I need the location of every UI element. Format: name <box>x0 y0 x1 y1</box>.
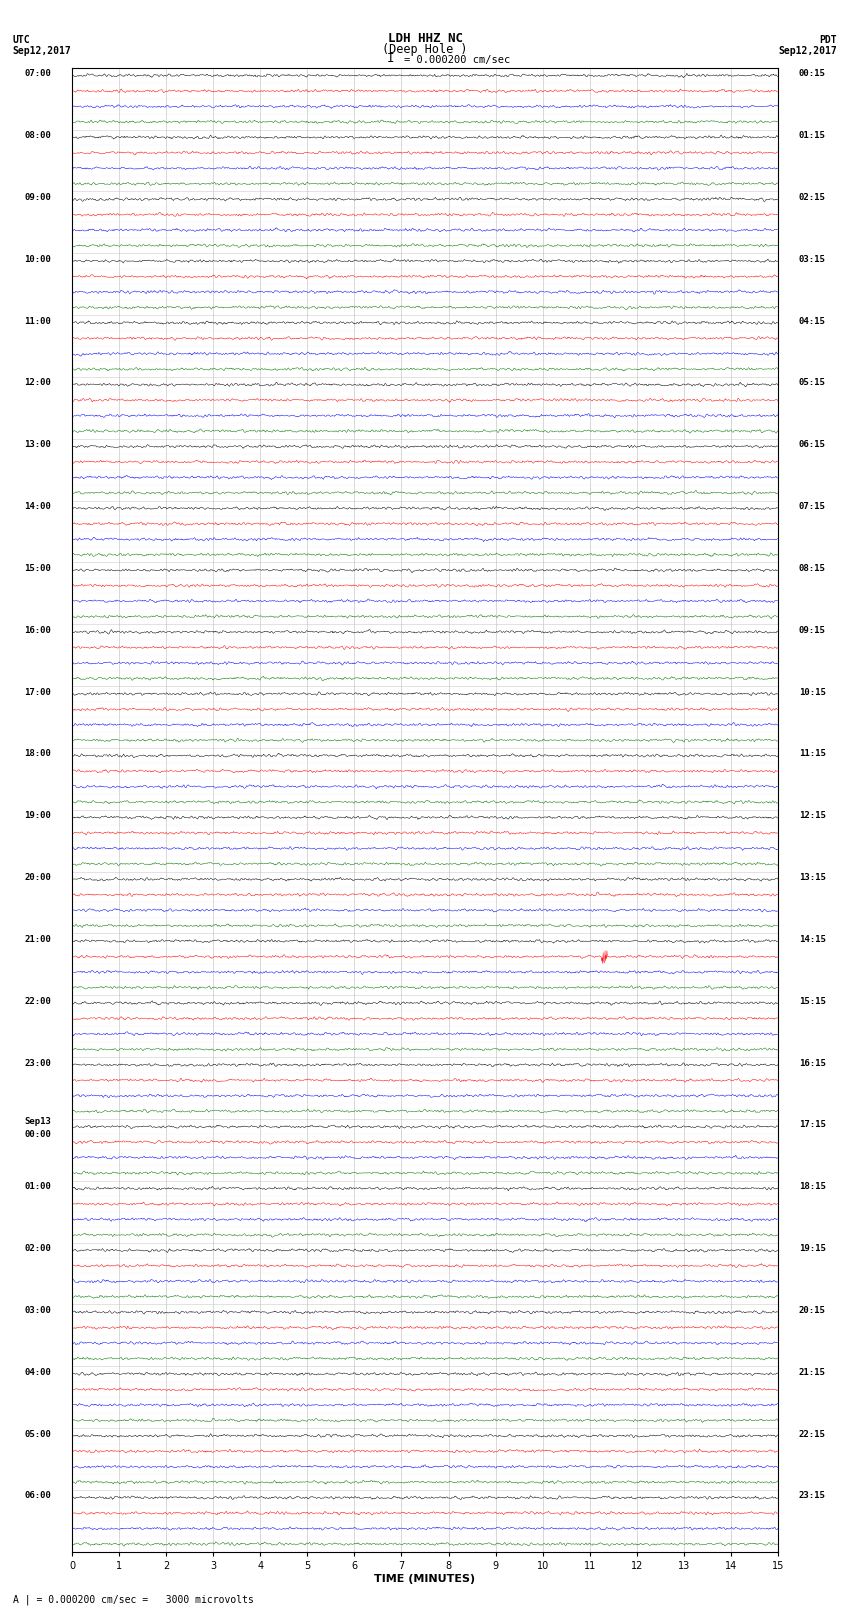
Text: 10:00: 10:00 <box>24 255 51 265</box>
Text: 05:00: 05:00 <box>24 1429 51 1439</box>
Text: 12:00: 12:00 <box>24 379 51 387</box>
Text: (Deep Hole ): (Deep Hole ) <box>382 44 468 56</box>
Text: 00:00: 00:00 <box>24 1129 51 1139</box>
Text: Sep12,2017: Sep12,2017 <box>13 47 71 56</box>
Text: Sep12,2017: Sep12,2017 <box>779 47 837 56</box>
Text: 08:15: 08:15 <box>799 565 826 573</box>
Text: 15:00: 15:00 <box>24 565 51 573</box>
Text: 17:00: 17:00 <box>24 687 51 697</box>
Text: 01:00: 01:00 <box>24 1182 51 1192</box>
Text: 18:15: 18:15 <box>799 1182 826 1192</box>
Text: PDT: PDT <box>819 35 837 45</box>
Text: 15:15: 15:15 <box>799 997 826 1007</box>
Text: 06:15: 06:15 <box>799 440 826 450</box>
Text: 21:00: 21:00 <box>24 936 51 944</box>
Text: 01:15: 01:15 <box>799 131 826 140</box>
Text: 16:15: 16:15 <box>799 1058 826 1068</box>
Text: 16:00: 16:00 <box>24 626 51 636</box>
Text: 19:15: 19:15 <box>799 1244 826 1253</box>
Text: 22:15: 22:15 <box>799 1429 826 1439</box>
Text: 03:00: 03:00 <box>24 1307 51 1315</box>
Text: 02:00: 02:00 <box>24 1244 51 1253</box>
Text: 03:15: 03:15 <box>799 255 826 265</box>
Text: 09:15: 09:15 <box>799 626 826 636</box>
Text: 07:15: 07:15 <box>799 502 826 511</box>
Text: 08:00: 08:00 <box>24 131 51 140</box>
Text: 13:00: 13:00 <box>24 440 51 450</box>
X-axis label: TIME (MINUTES): TIME (MINUTES) <box>375 1574 475 1584</box>
Text: 04:00: 04:00 <box>24 1368 51 1378</box>
Text: 14:00: 14:00 <box>24 502 51 511</box>
Text: 11:00: 11:00 <box>24 316 51 326</box>
Text: A | = 0.000200 cm/sec =   3000 microvolts: A | = 0.000200 cm/sec = 3000 microvolts <box>13 1594 253 1605</box>
Text: 20:15: 20:15 <box>799 1307 826 1315</box>
Text: 05:15: 05:15 <box>799 379 826 387</box>
Text: 23:15: 23:15 <box>799 1492 826 1500</box>
Text: 02:15: 02:15 <box>799 194 826 202</box>
Text: 11:15: 11:15 <box>799 750 826 758</box>
Text: 06:00: 06:00 <box>24 1492 51 1500</box>
Text: 00:15: 00:15 <box>799 69 826 79</box>
Text: 12:15: 12:15 <box>799 811 826 821</box>
Text: 09:00: 09:00 <box>24 194 51 202</box>
Text: 19:00: 19:00 <box>24 811 51 821</box>
Text: 10:15: 10:15 <box>799 687 826 697</box>
Text: 18:00: 18:00 <box>24 750 51 758</box>
Text: 21:15: 21:15 <box>799 1368 826 1378</box>
Text: 22:00: 22:00 <box>24 997 51 1007</box>
Text: 14:15: 14:15 <box>799 936 826 944</box>
Text: UTC: UTC <box>13 35 31 45</box>
Text: I: I <box>388 52 394 65</box>
Text: 07:00: 07:00 <box>24 69 51 79</box>
Text: = 0.000200 cm/sec: = 0.000200 cm/sec <box>404 55 510 65</box>
Text: Sep13: Sep13 <box>24 1118 51 1126</box>
Text: 04:15: 04:15 <box>799 316 826 326</box>
Text: 23:00: 23:00 <box>24 1058 51 1068</box>
Text: LDH HHZ NC: LDH HHZ NC <box>388 32 462 45</box>
Text: 13:15: 13:15 <box>799 873 826 882</box>
Text: 20:00: 20:00 <box>24 873 51 882</box>
Text: 17:15: 17:15 <box>799 1121 826 1129</box>
